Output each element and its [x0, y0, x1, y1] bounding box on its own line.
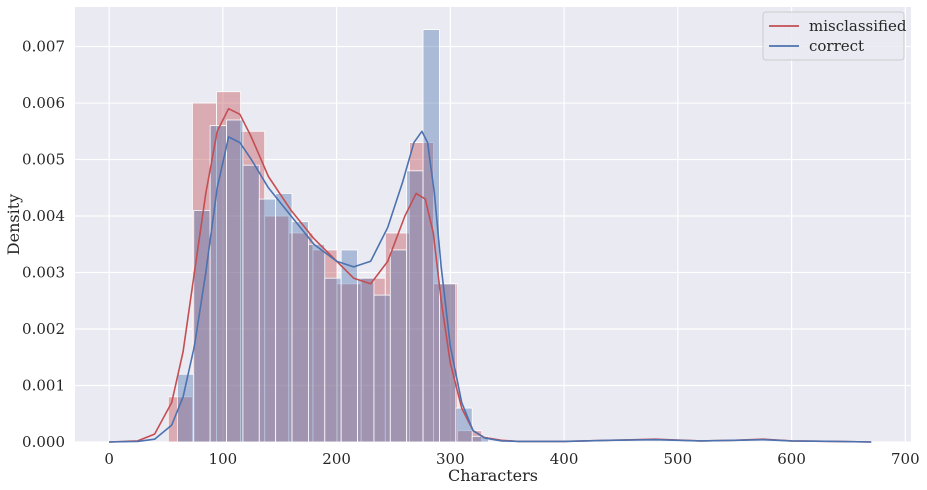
legend: misclassified correct — [762, 11, 907, 61]
y-tick-label: 0.002 — [22, 320, 65, 338]
histogram-bar-correct — [389, 249, 408, 443]
histogram-bar-correct — [291, 221, 309, 443]
histogram-bar-correct — [209, 125, 227, 443]
y-tick-label: 0.004 — [22, 207, 65, 225]
x-tick-label: 0 — [104, 450, 114, 468]
x-tick-label: 200 — [322, 450, 351, 468]
histogram-bar-correct — [422, 29, 440, 443]
histogram-bar-correct — [406, 170, 424, 443]
x-tick-label: 300 — [436, 450, 465, 468]
histogram-bar-misclassified — [264, 215, 290, 443]
histogram-bar-correct — [357, 277, 375, 443]
y-tick-label: 0.007 — [22, 38, 65, 56]
legend-label-correct: correct — [809, 37, 864, 55]
histogram-bar-misclassified — [240, 130, 266, 443]
histogram-bar-correct — [275, 193, 293, 443]
plot-background — [75, 7, 911, 442]
histogram-bar-correct — [193, 209, 211, 443]
y-tick-label: 0.000 — [22, 433, 65, 451]
histogram-bar-misclassified — [408, 142, 434, 443]
histogram-bar-misclassified — [384, 232, 410, 443]
y-tick-label: 0.001 — [22, 377, 65, 395]
y-tick-label: 0.006 — [22, 94, 65, 112]
y-tick-label: 0.005 — [22, 151, 65, 169]
histogram-bar-correct — [324, 277, 342, 443]
y-axis-ticks: 0.000 0.001 0.002 0.003 0.004 0.005 0.006 0.007 — [22, 38, 65, 451]
x-tick-label: 400 — [550, 450, 579, 468]
y-tick-label: 0.003 — [22, 264, 65, 282]
histogram-bar-correct — [258, 198, 277, 443]
histogram-bar-correct — [226, 119, 244, 443]
legend-box — [762, 11, 905, 61]
histogram-bar-correct — [439, 283, 457, 443]
y-axis-label: Density — [4, 194, 23, 255]
legend-label-misclassified: misclassified — [809, 17, 907, 35]
histogram-bar-correct — [242, 164, 260, 443]
histogram-bar-misclassified — [216, 91, 242, 443]
kde-line-correct — [109, 130, 872, 443]
x-tick-label: 100 — [209, 450, 238, 468]
x-tick-label: 500 — [664, 450, 693, 468]
histogram-bar-correct — [373, 294, 391, 443]
x-axis-ticks: 0 100 200 300 400 500 600 700 — [104, 450, 919, 468]
histogram-bar-correct — [307, 243, 326, 443]
histogram-bars — [167, 29, 489, 443]
x-tick-label: 700 — [891, 450, 920, 468]
x-tick-label: 600 — [777, 450, 806, 468]
kde-curves — [109, 107, 872, 443]
x-axis-label: Characters — [448, 466, 538, 485]
